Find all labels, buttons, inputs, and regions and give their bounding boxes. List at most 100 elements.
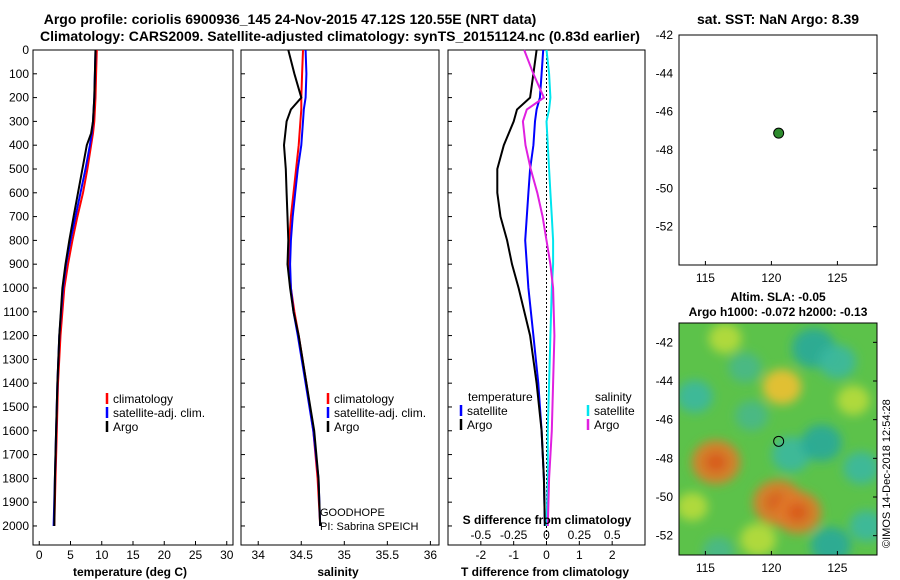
salinity-plot-frame: [240, 49, 440, 546]
diff-series-2: [545, 49, 555, 527]
sdiff-tick-label: -0.25: [500, 528, 528, 542]
pi-label: PI: Sabrina SPEICH: [320, 521, 418, 533]
sdiff-tick-label: -0.5: [470, 528, 491, 542]
sdiff-tick-label: 0.5: [604, 528, 621, 542]
sla-blob: [843, 451, 877, 485]
sla-xtick-label: 115: [696, 561, 715, 575]
salinity-x-tick-label: 35: [338, 548, 352, 562]
diff-series-0: [524, 49, 546, 527]
diff-legend-ssat-label: satellite: [594, 404, 635, 418]
sst-map-frame: [678, 34, 878, 266]
sla-blob-core: [787, 502, 809, 523]
sst-map-panel: -42 -44 -46 -48 -50 -52 115 120 125: [656, 28, 878, 285]
sal-legend-argo-label: Argo: [334, 420, 360, 434]
sla-blob: [836, 385, 870, 416]
temperature-x-tick-label: 0: [36, 548, 43, 562]
depth-tick-label: 1900: [2, 495, 29, 509]
sla-blob: [740, 523, 777, 555]
goodhope-label: GOODHOPE: [320, 507, 385, 519]
depth-tick-label: 0: [22, 43, 29, 57]
diff-legend-tsat-label: satellite: [467, 404, 508, 418]
sst-ytick-label: -46: [656, 105, 674, 119]
temperature-x-tick-label: 10: [95, 548, 109, 562]
tdiff-x-tick-label: 0: [543, 548, 550, 562]
sla-ytick-label: -42: [656, 335, 674, 349]
depth-tick-label: 1200: [2, 329, 29, 343]
sla-blob-core: [705, 452, 727, 473]
sst-ytick-label: -44: [656, 66, 674, 80]
temp-legend-sat-label: satellite-adj. clim.: [113, 406, 205, 420]
sst-ytick-label: -50: [656, 181, 674, 195]
sla-anomaly-blobs: [679, 323, 877, 555]
depth-tick-label: 200: [9, 91, 29, 105]
sla-ytick-label: -46: [656, 413, 674, 427]
depth-tick-label: 400: [9, 138, 29, 152]
sst-ytick-label: -42: [656, 28, 674, 42]
sla-map-frame: [678, 322, 878, 556]
temp-legend-clim-label: climatology: [113, 392, 173, 406]
temperature-panel: 0100200300400500600700800900100011001200…: [2, 43, 233, 562]
depth-tick-label: 1500: [2, 400, 29, 414]
sla-ytick-label: -50: [656, 490, 674, 504]
temperature-x-tick-label: 25: [189, 548, 203, 562]
depth-tick-label: 1400: [2, 376, 29, 390]
depth-tick-label: 300: [9, 114, 29, 128]
sdiff-tick-label: 0: [543, 528, 550, 542]
sal-legend-clim-label: climatology: [334, 392, 394, 406]
depth-tick-label: 2000: [2, 519, 29, 533]
sst-xtick-label: 125: [827, 271, 847, 285]
salinity-panel: 34 34.5 35 35.5 36 climatologysatellite-adj. …: [240, 49, 440, 562]
sst-xtick-label: 120: [761, 271, 781, 285]
temp-legend-argo-label: Argo: [113, 420, 139, 434]
sdiff-tick-label: 0.25: [568, 528, 592, 542]
sla-blob: [849, 510, 877, 542]
sla-blob: [708, 323, 742, 354]
sla-blob: [801, 424, 842, 462]
sla-title-line1: Altim. SLA: -0.05: [730, 290, 826, 304]
temperature-x-tick-label: 15: [126, 548, 140, 562]
salinity-x-tick-label: 34: [252, 548, 266, 562]
sla-blob: [762, 369, 802, 405]
depth-tick-label: 500: [9, 162, 29, 176]
sla-blob: [810, 526, 852, 555]
temperature-series-0: [53, 49, 98, 527]
sdiff-label: S difference from climatology: [463, 513, 632, 527]
tdiff-x-tick-label: -2: [475, 548, 486, 562]
depth-tick-label: 1300: [2, 352, 29, 366]
temperature-series-1: [52, 49, 97, 527]
tdiff-x-tick-label: 1: [576, 548, 583, 562]
sla-map-panel: -42 -44 -46 -48 -50 -52 115 120 125: [656, 322, 878, 575]
title-line2: Climatology: CARS2009. Satellite-adjuste…: [40, 28, 640, 44]
sst-ytick-label: -52: [656, 220, 674, 234]
imos-watermark: ©IMOS 14-Dec-2018 12:54:28: [881, 399, 893, 548]
title-line1: Argo profile: coriolis 6900936_145 24-No…: [44, 11, 537, 27]
salinity-x-tick-label: 34.5: [290, 548, 314, 562]
tdiff-xlabel: T difference from climatology: [461, 565, 629, 579]
sla-blob: [702, 536, 735, 555]
diff-legend-targo-label: Argo: [467, 418, 493, 432]
sla-field: [679, 323, 877, 555]
depth-tick-label: 1600: [2, 424, 29, 438]
depth-tick-label: 1800: [2, 471, 29, 485]
depth-tick-label: 900: [9, 257, 29, 271]
salinity-x-tick-label: 36: [424, 548, 438, 562]
temperature-x-tick-label: 20: [158, 548, 172, 562]
sla-blob: [728, 352, 762, 383]
sal-legend-sat-label: satellite-adj. clim.: [334, 406, 426, 420]
sla-blob: [735, 400, 768, 431]
depth-tick-label: 600: [9, 186, 29, 200]
depth-tick-label: 800: [9, 233, 29, 247]
diff-series-1: [496, 49, 546, 527]
sla-argo-location: [773, 435, 785, 447]
temperature-x-tick-label: 5: [67, 548, 74, 562]
depth-tick-label: 1100: [3, 305, 29, 319]
sst-title: sat. SST: NaN Argo: 8.39: [697, 11, 859, 27]
sla-title-line2: Argo h1000: -0.072 h2000: -0.13: [689, 305, 868, 319]
temperature-x-tick-label: 30: [220, 548, 234, 562]
salinity-x-tick-label: 35.5: [376, 548, 400, 562]
sla-xtick-label: 120: [761, 561, 781, 575]
temperature-series-2: [53, 49, 97, 527]
salinity-series-2: [282, 49, 322, 527]
depth-tick-label: 700: [9, 210, 29, 224]
